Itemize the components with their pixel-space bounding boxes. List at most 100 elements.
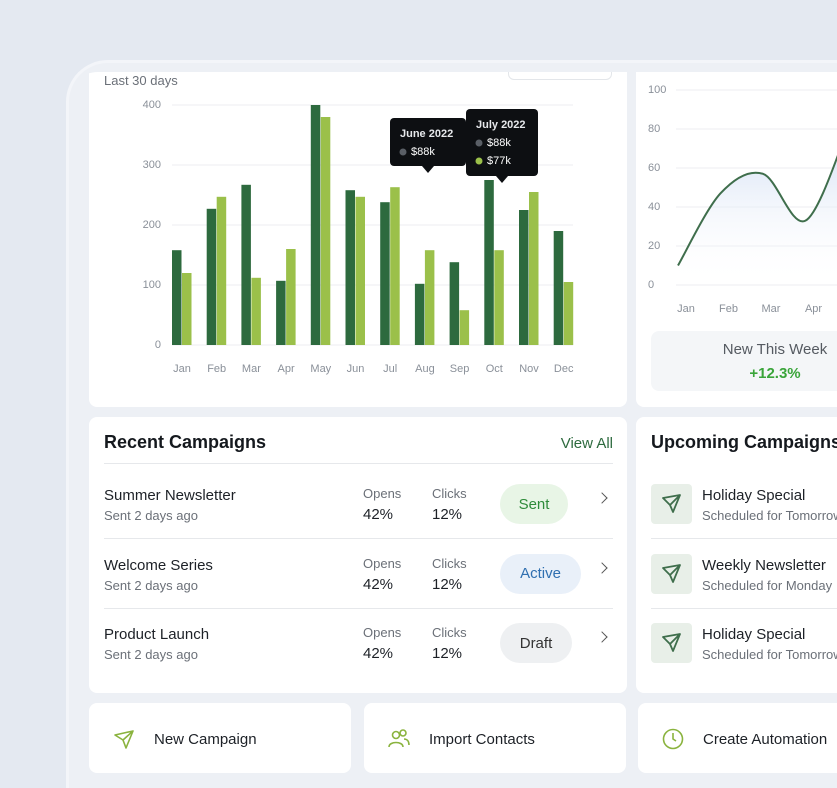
campaign-when: Scheduled for Tomorrow: [702, 508, 837, 523]
tooltip-title: July 2022: [476, 119, 526, 131]
tooltip-dot: [399, 148, 407, 156]
x-tick-label: Apr: [805, 303, 822, 315]
tooltip-dot: [475, 157, 483, 165]
bar: [563, 282, 574, 345]
bar: [519, 210, 529, 345]
y-tick-label: 0: [155, 339, 161, 351]
chevron[interactable]: [596, 492, 608, 504]
campaign-sent: Sent 2 days ago: [104, 647, 198, 662]
bar: [216, 196, 227, 345]
y-tick-label: 200: [143, 219, 161, 231]
bar: [286, 249, 296, 345]
clicks-label: Clicks: [432, 555, 467, 571]
x-tick-label: Jan: [677, 303, 695, 315]
x-tick-label: Jan: [173, 363, 191, 375]
action-icon: [387, 727, 411, 756]
view-all-link[interactable]: View All: [560, 435, 613, 452]
bar: [251, 277, 261, 345]
bar: [459, 310, 470, 345]
campaign-name: Weekly Newsletter: [702, 556, 826, 574]
bar: [310, 105, 321, 345]
action-label[interactable]: Import Contacts: [429, 731, 535, 748]
content: Last 30 days New This Week +12.3% Recent Ca…: [68, 72, 837, 788]
icon: [651, 623, 692, 663]
status-pill: Draft: [500, 623, 572, 663]
action-card[interactable]: [89, 703, 351, 773]
section-title: Upcoming Campaigns: [651, 432, 837, 452]
icon: [651, 484, 692, 524]
bar: [345, 190, 355, 345]
action-card[interactable]: [364, 703, 626, 773]
status-pill: Active: [500, 553, 581, 594]
clicks-value: 12%: [432, 645, 463, 662]
clicks-value: 12%: [432, 575, 463, 593]
x-tick-label: Mar: [762, 303, 781, 315]
opens-value: 42%: [363, 506, 394, 523]
area: [678, 157, 837, 285]
action-label[interactable]: Create Automation: [703, 731, 828, 748]
status-pill: Sent: [500, 484, 568, 524]
campaign-name: Holiday Special: [702, 626, 806, 643]
clicks-label: Clicks: [432, 625, 467, 640]
chart-subtitle: Last 30 days: [104, 73, 178, 88]
chevron[interactable]: [596, 631, 608, 643]
y-tick-label: 80: [648, 123, 660, 135]
stat-box: [651, 331, 837, 391]
x-tick-label: Jul: [383, 363, 397, 375]
bar: [553, 231, 564, 345]
y-tick-label: 60: [648, 162, 660, 174]
campaign-name: Welcome Series: [104, 556, 213, 574]
chevron[interactable]: [596, 561, 608, 574]
bar: [380, 202, 390, 345]
x-tick-label: Sep: [450, 363, 470, 375]
bar: [529, 192, 539, 345]
bar: [276, 280, 286, 345]
bar: [355, 196, 365, 345]
y-tick-label: 100: [648, 84, 666, 96]
icon: [651, 553, 692, 594]
action-label[interactable]: New Campaign: [154, 731, 257, 748]
bar: [172, 250, 182, 345]
y-tick-label: 400: [143, 99, 161, 111]
tooltip-pointer: [496, 176, 508, 183]
campaign-sent: Sent 2 days ago: [104, 508, 198, 523]
bar: [390, 187, 400, 345]
tooltip-value: $77k: [487, 155, 511, 167]
x-tick-label: Aug: [415, 363, 435, 375]
opens-label: Opens: [363, 625, 402, 640]
section-title: Recent Campaigns: [104, 432, 267, 452]
x-tick-label: Oct: [486, 363, 503, 375]
x-tick-label: Feb: [719, 303, 738, 315]
y-tick-label: 300: [143, 159, 161, 171]
dropdown[interactable]: [508, 72, 612, 80]
campaign-sent: Sent 2 days ago: [104, 577, 198, 593]
bar: [494, 250, 504, 345]
opens-value: 42%: [363, 645, 394, 662]
bar: [484, 180, 494, 345]
x-tick-label: Feb: [207, 363, 226, 375]
divider: [104, 607, 613, 609]
dashboard: 0 100 200 300 400 Jan Feb Mar Apr May Jun Jul Aug Sep…: [68, 72, 837, 788]
divider: [651, 607, 837, 609]
campaign-when: Scheduled for Tomorrow: [702, 647, 837, 662]
y-tick-label: 100: [143, 279, 161, 291]
tooltip-pointer: [422, 166, 434, 173]
action-card[interactable]: [638, 703, 837, 773]
campaign-name: Holiday Special: [702, 487, 806, 504]
y-tick-label: 0: [648, 279, 654, 291]
x-tick-label: Jun: [347, 363, 365, 375]
tooltip-value: $88k: [411, 146, 435, 158]
tooltip-dot: [475, 139, 483, 147]
divider: [651, 538, 837, 539]
x-tick-label: May: [310, 363, 331, 375]
stat-value: +12.3%: [749, 365, 801, 382]
campaign-name: Summer Newsletter: [104, 487, 236, 504]
tooltip-title: June 2022: [400, 128, 453, 140]
bar: [206, 208, 217, 345]
x-tick-label: Mar: [242, 363, 261, 375]
clicks-value: 12%: [432, 506, 463, 523]
tooltip-value: $88k: [487, 137, 511, 149]
bar: [320, 117, 331, 345]
y-tick-label: 20: [648, 240, 660, 252]
